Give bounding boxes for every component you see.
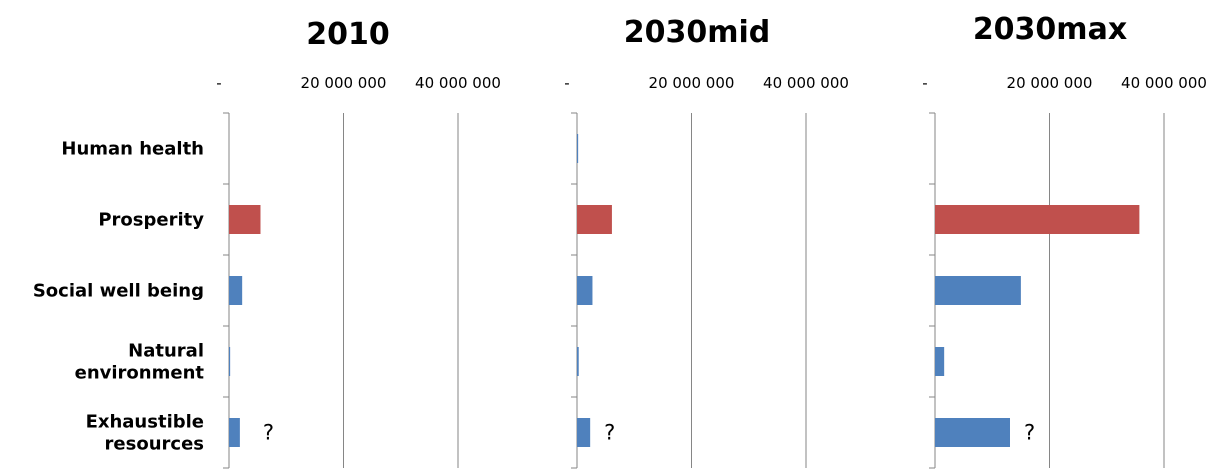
category-label: Natural — [128, 341, 204, 362]
x-tick-label: 40 000 000 — [415, 74, 501, 92]
annotation-label: ? — [1024, 421, 1035, 445]
x-tick-label: - — [922, 74, 927, 92]
bar-exhaustible-resources — [935, 418, 1010, 447]
x-tick-label: - — [564, 74, 569, 92]
x-tick-label: 40 000 000 — [763, 74, 849, 92]
bar-exhaustible-resources — [577, 418, 591, 447]
annotation-label: ? — [604, 421, 615, 445]
bar-social-well-being — [935, 276, 1021, 305]
category-label: resources — [105, 434, 204, 455]
bar-social-well-being — [229, 276, 243, 305]
panel-title: 2010 — [306, 17, 390, 52]
x-tick-label: 20 000 000 — [1007, 74, 1093, 92]
category-label: Prosperity — [98, 210, 204, 231]
bar-natural-environment — [229, 347, 231, 376]
bar-human-health — [577, 134, 579, 163]
bar-exhaustible-resources — [229, 418, 240, 447]
category-label: Social well being — [33, 281, 204, 302]
bar-prosperity — [229, 205, 261, 234]
bar-social-well-being — [577, 276, 593, 305]
category-label: Exhaustible — [86, 412, 204, 433]
x-tick-label: 20 000 000 — [301, 74, 387, 92]
bar-prosperity — [577, 205, 612, 234]
panel-title: 2030max — [973, 12, 1127, 47]
x-tick-label: - — [216, 74, 221, 92]
bar-natural-environment — [935, 347, 945, 376]
x-tick-label: 40 000 000 — [1121, 74, 1207, 92]
category-label: Human health — [61, 139, 204, 160]
x-tick-label: 20 000 000 — [649, 74, 735, 92]
bar-prosperity — [935, 205, 1140, 234]
panel-title: 2030mid — [624, 15, 771, 50]
category-label: environment — [75, 363, 205, 384]
annotation-label: ? — [263, 421, 274, 445]
bar-natural-environment — [577, 347, 579, 376]
